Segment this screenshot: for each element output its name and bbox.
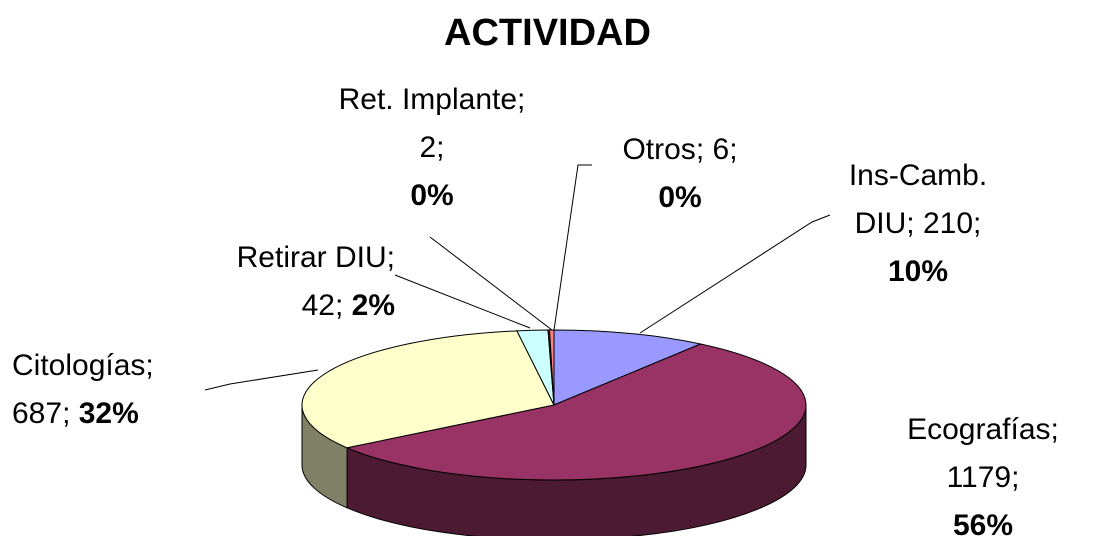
label-separator: ;: [1011, 461, 1020, 494]
label-separator: ;: [436, 131, 445, 164]
label-percent: 10%: [887, 255, 949, 288]
label-name: Ins-Camb. DIU: [848, 159, 988, 240]
label-value: 210: [922, 207, 974, 240]
leader-line: [204, 369, 319, 391]
label-separator: ;: [334, 289, 344, 322]
label-separator: ;: [1050, 413, 1059, 446]
label-value: 2: [419, 131, 437, 164]
label-separator: ;: [386, 241, 395, 274]
label-percent: 2%: [351, 289, 395, 322]
label-percent: 32%: [78, 397, 139, 430]
slice: [345, 343, 807, 481]
label-separator: ;: [729, 133, 738, 166]
label-value: 6: [712, 133, 730, 166]
data-label: Otros; 6; 0%: [575, 126, 785, 222]
leader-line: [394, 274, 531, 329]
label-separator: ;: [973, 207, 982, 240]
label-separator: ;: [145, 349, 154, 382]
data-label: Ins-Camb. DIU; 210; 10%: [828, 152, 1008, 296]
data-label: Ret. Implante; 2; 0%: [297, 76, 567, 220]
leader-line: [639, 214, 831, 334]
label-separator: ;: [695, 133, 705, 166]
label-value: 687: [12, 397, 63, 430]
label-separator: ;: [906, 207, 915, 240]
data-label: Ecografías; 1179; 56%: [878, 406, 1088, 536]
data-label: Citologías; 687; 32%: [12, 342, 232, 438]
label-separator: ;: [517, 83, 526, 116]
data-label: Retirar DIU; 42; 2%: [173, 234, 395, 330]
leader-line: [553, 164, 592, 331]
label-percent: 0%: [658, 181, 702, 214]
label-name: Retirar DIU: [236, 241, 387, 274]
label-value: 42: [301, 289, 335, 322]
label-separator: ;: [62, 397, 71, 430]
label-name: Ecografías: [907, 413, 1051, 446]
chart-title: ACTIVIDAD: [444, 12, 651, 54]
slice: [553, 329, 703, 406]
label-percent: 56%: [952, 509, 1014, 536]
label-value: 1179: [946, 461, 1012, 494]
leader-line: [429, 236, 553, 331]
label-percent: 0%: [410, 179, 454, 212]
label-name: Otros: [622, 133, 696, 166]
slice: [301, 330, 555, 449]
label-name: Citologías: [12, 349, 146, 382]
label-name: Ret. Implante: [338, 83, 518, 116]
